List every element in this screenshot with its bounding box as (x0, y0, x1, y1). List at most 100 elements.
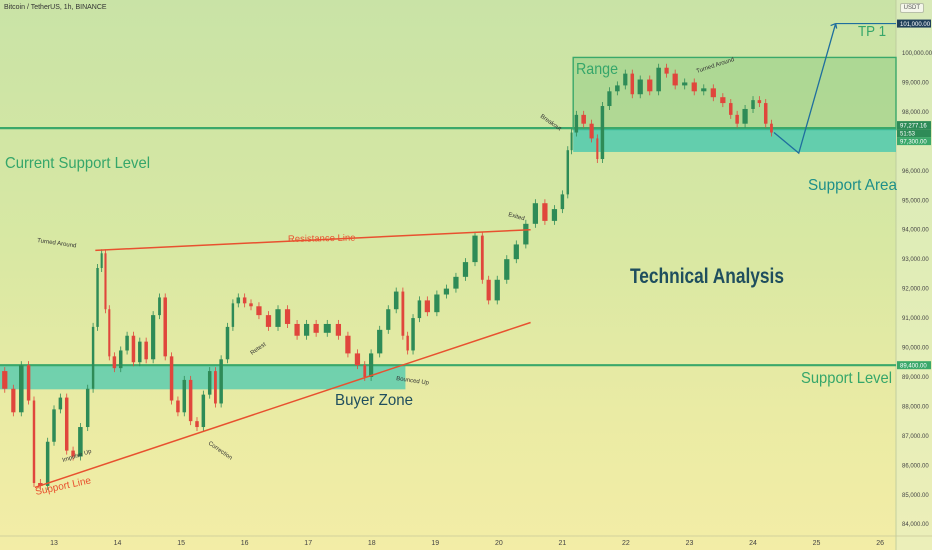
x-tick-label: 17 (304, 540, 312, 547)
candle-body (401, 291, 405, 336)
candle-body (100, 253, 103, 268)
candle-body (158, 297, 161, 316)
candle-body (19, 365, 24, 413)
candle-body (118, 350, 123, 369)
current-support-label: Current Support Level (5, 155, 150, 172)
candle-body (188, 379, 193, 422)
candle-body (656, 67, 661, 92)
y-tick-label: 98,000.00 (902, 110, 929, 116)
candle-body (303, 323, 310, 336)
candle-body (542, 203, 548, 221)
candle-body (386, 309, 391, 330)
candle-body (701, 88, 707, 92)
candle-body (163, 297, 167, 357)
resistance-line (95, 228, 531, 252)
retest-label: Retest (250, 342, 268, 357)
y-tick-label: 96,000.00 (902, 169, 929, 175)
candle-body (151, 315, 156, 360)
candle-body (323, 323, 331, 333)
support-trend-line (34, 321, 531, 489)
y-tick-label: 93,000.00 (902, 257, 929, 263)
y-tick-label: 100,000.00 (902, 51, 932, 57)
candle-body (570, 132, 573, 151)
candle-body (138, 341, 142, 363)
candle-body (735, 114, 739, 124)
candle-body (91, 326, 95, 389)
candle-body (596, 138, 599, 160)
projection-arrowhead (830, 22, 838, 29)
candle-body (607, 91, 612, 107)
tp1-label: TP 1 (858, 23, 886, 40)
y-tick-label: 85,000.00 (902, 493, 929, 499)
candle-body (354, 353, 361, 366)
price-axis-panel (896, 0, 932, 550)
x-tick-label: 19 (431, 540, 439, 547)
y-tick-label: 89,000.00 (902, 375, 929, 381)
candle-body (710, 88, 716, 98)
x-tick-label: 13 (50, 540, 58, 547)
current-price-tag: 97,277.16 (900, 123, 927, 129)
x-tick-label: 16 (241, 540, 249, 547)
candle-body (513, 244, 519, 260)
y-tick-label: 95,000.00 (902, 198, 929, 204)
candle-body (600, 106, 605, 160)
x-tick-label: 24 (749, 540, 757, 547)
candle-body (108, 309, 111, 357)
candle-body (691, 82, 697, 92)
symbol-title: Bitcoin / TetherUS, 1h, BINANCE (4, 4, 107, 11)
x-tick-label: 15 (177, 540, 185, 547)
y-tick-label: 90,000.00 (902, 346, 929, 352)
tp1-price-tag-bg (897, 19, 931, 28)
buyer-zone-label: Buyer Zone (335, 392, 413, 409)
x-tick-label: 14 (114, 540, 122, 547)
candle-body (335, 323, 342, 336)
candle-body (664, 67, 669, 74)
y-tick-label: 88,000.00 (902, 404, 929, 410)
candle-body (96, 268, 99, 327)
currency-badge[interactable]: USDT (899, 3, 924, 13)
candle-body (182, 379, 187, 413)
x-tick-label: 26 (876, 540, 884, 547)
candle-body (256, 306, 262, 316)
candle-body (647, 79, 653, 92)
candle-body (249, 303, 253, 307)
resistance-line-label: Resistance Line (288, 233, 356, 245)
candle-body (231, 303, 235, 327)
range-zone (572, 56, 897, 131)
candle-body (45, 441, 50, 486)
candle-body (462, 262, 469, 277)
exited-label: Exited (507, 212, 525, 222)
candle-body (763, 103, 768, 124)
candle-body (131, 335, 136, 363)
candle-body (38, 482, 43, 486)
x-tick-label: 18 (368, 540, 376, 547)
candle-body (453, 276, 459, 289)
candle-body (265, 315, 272, 327)
candle-body (144, 341, 148, 360)
candle-body (672, 73, 678, 86)
turned-around-1-label: Turned Around (37, 238, 77, 249)
candle-body (112, 356, 117, 369)
candle-body (581, 114, 586, 124)
support-area-price-tag-bg (897, 137, 931, 146)
candle-body (574, 114, 579, 133)
candle-body (236, 297, 241, 304)
candle-body (742, 108, 748, 124)
candle-body (32, 400, 36, 483)
candle-body (369, 353, 374, 377)
countdown-tag: 51:53 (900, 131, 916, 137)
candle-body (207, 371, 212, 395)
candle-body (58, 397, 63, 410)
x-tick-label: 20 (495, 540, 503, 547)
candle-body (169, 356, 174, 401)
y-tick-label: 92,000.00 (902, 287, 929, 293)
candle-body (345, 335, 351, 354)
countdown-tag-bg (897, 129, 931, 138)
candle-body (424, 300, 430, 313)
tp1-price-tag: 101,000.00 (900, 22, 931, 28)
candle-body (225, 326, 230, 360)
y-tick-label: 91,000.00 (902, 316, 929, 322)
support-level-label: Support Level (801, 370, 892, 387)
candle-body (523, 223, 529, 245)
candle-body (201, 394, 206, 428)
